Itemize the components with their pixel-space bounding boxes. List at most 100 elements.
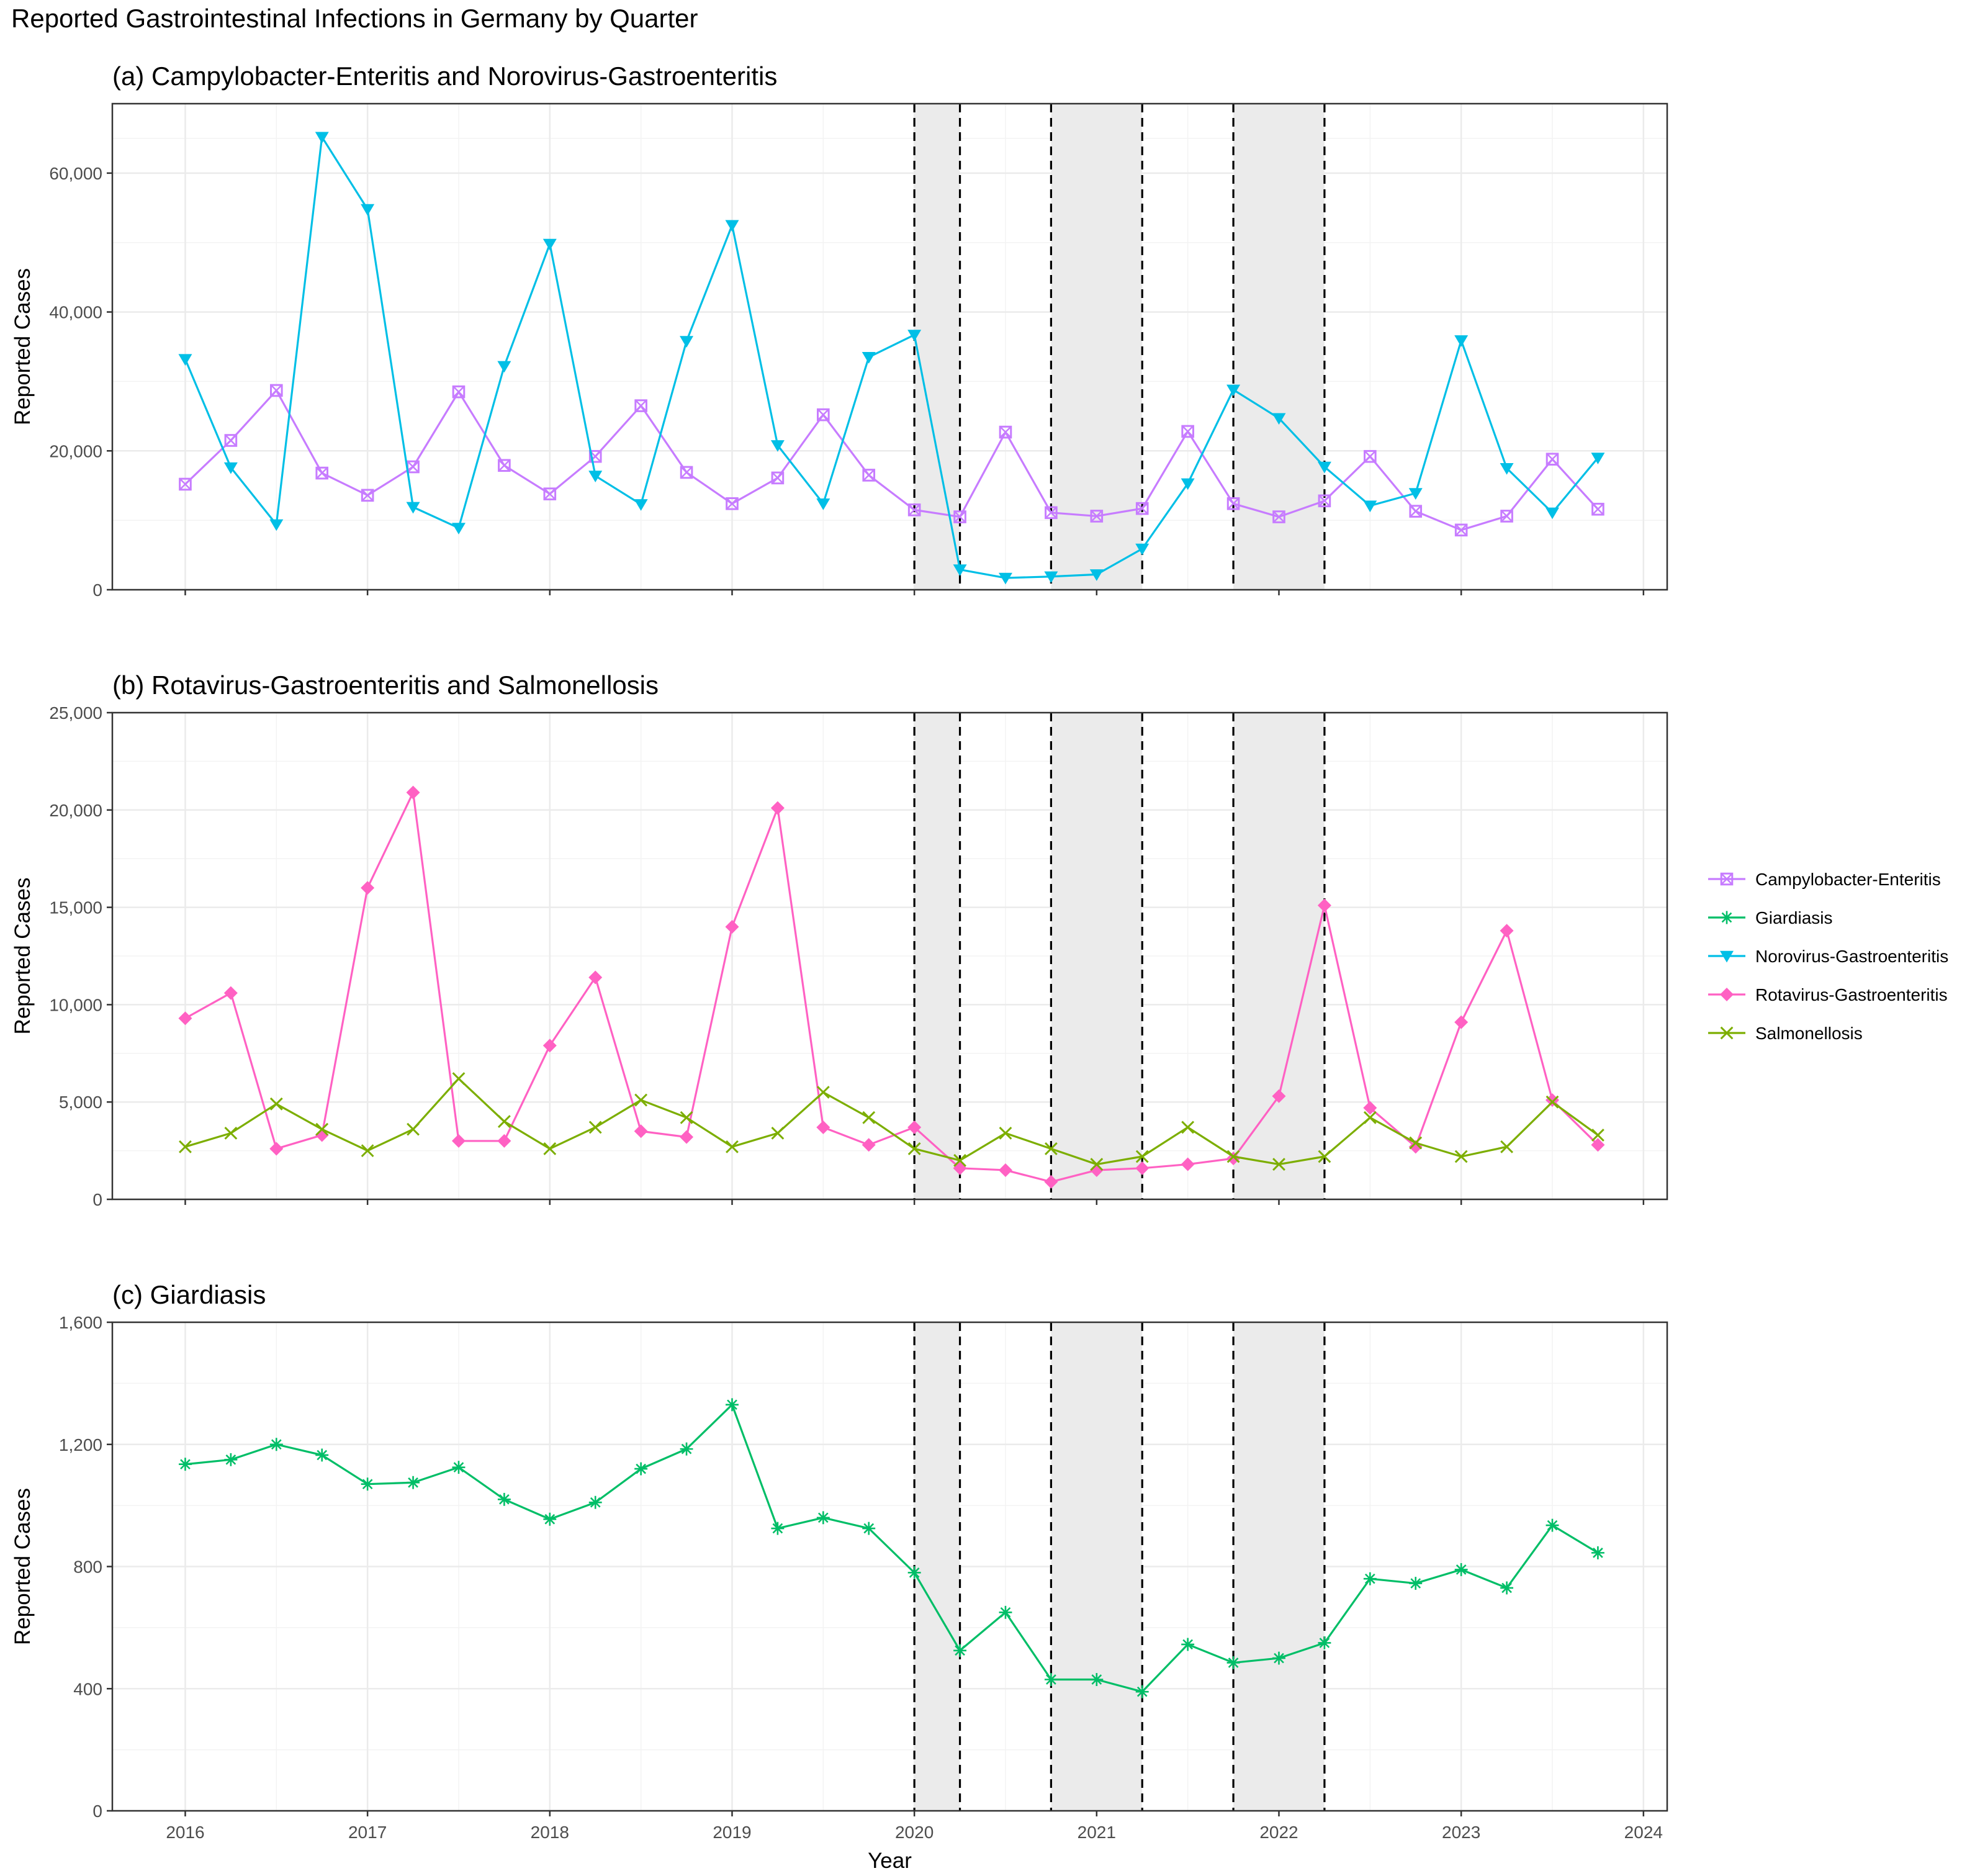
data-point-campylobacter-12	[726, 497, 739, 510]
data-point-giardiasis-30	[1546, 1518, 1559, 1532]
series-campylobacter	[179, 384, 1604, 537]
data-point-rotavirus-4	[361, 881, 375, 895]
data-point-campylobacter-23	[1226, 497, 1240, 510]
data-point-rotavirus-31	[1591, 1138, 1605, 1152]
data-point-salmonellosis-6	[452, 1072, 466, 1085]
data-point-salmonellosis-23	[1226, 1150, 1240, 1163]
data-point-norovirus-2	[269, 519, 284, 531]
data-point-campylobacter-20	[1090, 510, 1104, 523]
data-point-campylobacter-18	[999, 425, 1012, 439]
data-point-campylobacter-28	[1454, 523, 1468, 537]
data-point-norovirus-21	[1135, 543, 1150, 556]
series-giardiasis	[179, 1398, 1604, 1698]
data-point-giardiasis-19	[1044, 1673, 1058, 1686]
data-point-rotavirus-10	[634, 1124, 648, 1139]
legend-key-marker	[1720, 1026, 1734, 1040]
data-point-salmonellosis-0	[179, 1140, 192, 1153]
data-point-norovirus-25	[1317, 461, 1331, 474]
data-point-campylobacter-24	[1272, 510, 1285, 523]
data-point-rotavirus-26	[1363, 1101, 1377, 1115]
data-point-rotavirus-29	[1500, 924, 1514, 938]
data-point-rotavirus-2	[269, 1142, 284, 1156]
data-point-giardiasis-3	[315, 1448, 329, 1462]
y-tick-label: 400	[73, 1679, 102, 1698]
data-point-giardiasis-22	[1181, 1638, 1195, 1651]
legend-label: Giardiasis	[1755, 908, 1832, 927]
data-point-norovirus-20	[1089, 569, 1104, 581]
data-point-salmonellosis-30	[1546, 1095, 1559, 1109]
legend-key-marker	[1720, 950, 1734, 963]
data-point-rotavirus-5	[406, 785, 420, 800]
data-point-giardiasis-17	[953, 1644, 967, 1657]
data-point-salmonellosis-26	[1363, 1111, 1377, 1124]
data-point-rotavirus-6	[451, 1134, 466, 1148]
data-point-salmonellosis-14	[816, 1086, 830, 1099]
x-tick-label: 2020	[895, 1823, 934, 1842]
data-point-giardiasis-14	[816, 1511, 830, 1525]
data-point-campylobacter-25	[1318, 494, 1331, 508]
data-point-norovirus-16	[907, 330, 922, 341]
shaded-period	[1051, 1322, 1143, 1811]
data-point-campylobacter-2	[270, 384, 283, 397]
data-point-norovirus-7	[497, 361, 511, 373]
shaded-period	[1051, 713, 1143, 1199]
data-point-campylobacter-0	[179, 477, 192, 491]
data-point-salmonellosis-27	[1409, 1136, 1423, 1150]
legend-key-marker	[1720, 872, 1734, 886]
data-point-salmonellosis-9	[588, 1121, 602, 1134]
y-tick-label: 0	[92, 1190, 102, 1209]
legend-label: Salmonellosis	[1755, 1024, 1863, 1043]
data-point-campylobacter-13	[771, 471, 785, 485]
y-tick-label: 10,000	[49, 995, 102, 1014]
data-point-salmonellosis-19	[1044, 1142, 1058, 1155]
series-line-giardiasis	[185, 1404, 1599, 1693]
data-point-norovirus-1	[223, 462, 238, 474]
data-point-salmonellosis-21	[1135, 1150, 1149, 1163]
data-point-norovirus-3	[315, 132, 329, 144]
data-point-norovirus-9	[588, 471, 603, 483]
data-point-salmonellosis-31	[1591, 1129, 1604, 1142]
data-point-norovirus-18	[998, 572, 1012, 585]
data-point-rotavirus-19	[1044, 1175, 1058, 1189]
data-point-campylobacter-16	[907, 503, 921, 516]
series-line-campylobacter	[184, 389, 1599, 531]
panel-title: (b) Rotavirus-Gastroenteritis and Salmon…	[112, 670, 659, 700]
shaded-period	[914, 104, 960, 590]
data-point-giardiasis-24	[1272, 1651, 1285, 1665]
data-point-rotavirus-7	[497, 1134, 511, 1148]
series-line-salmonellosis	[185, 1077, 1599, 1166]
data-point-norovirus-23	[1226, 384, 1241, 397]
data-point-giardiasis-10	[634, 1462, 648, 1476]
data-point-salmonellosis-17	[953, 1153, 966, 1167]
data-point-rotavirus-9	[588, 970, 603, 985]
data-point-salmonellosis-2	[269, 1097, 283, 1111]
data-point-norovirus-31	[1591, 453, 1605, 464]
y-tick-label: 0	[92, 580, 102, 600]
legend-label: Norovirus-Gastroenteritis	[1755, 947, 1948, 966]
data-point-salmonellosis-3	[315, 1122, 329, 1136]
data-point-salmonellosis-11	[680, 1111, 693, 1124]
data-point-giardiasis-23	[1226, 1656, 1240, 1669]
y-tick-label: 0	[92, 1802, 102, 1821]
data-point-salmonellosis-7	[497, 1115, 511, 1128]
data-point-giardiasis-18	[999, 1605, 1012, 1619]
data-point-salmonellosis-1	[224, 1126, 238, 1140]
chart-panel-2: 0 5,000 10,000 15,000 20,000 25,000 (b) Rotavi…	[11, 670, 1668, 1209]
data-point-norovirus-19	[1044, 571, 1058, 584]
panel-title: (c) Giardiasis	[112, 1280, 266, 1309]
data-point-rotavirus-21	[1135, 1161, 1150, 1175]
data-point-salmonellosis-15	[862, 1111, 876, 1124]
data-point-rotavirus-24	[1272, 1089, 1286, 1103]
data-point-salmonellosis-5	[407, 1122, 420, 1136]
data-point-campylobacter-14	[817, 408, 830, 422]
data-point-rotavirus-0	[178, 1011, 192, 1026]
data-point-salmonellosis-22	[1181, 1121, 1195, 1134]
shaded-period	[914, 713, 960, 1199]
data-point-giardiasis-11	[680, 1442, 693, 1456]
data-point-salmonellosis-25	[1318, 1150, 1331, 1163]
y-tick-label: 15,000	[49, 898, 102, 918]
data-point-giardiasis-29	[1500, 1581, 1514, 1595]
panel-title: (a) Campylobacter-Enteritis and Noroviru…	[112, 61, 777, 91]
data-point-salmonellosis-24	[1272, 1158, 1285, 1171]
data-point-rotavirus-14	[816, 1120, 830, 1134]
